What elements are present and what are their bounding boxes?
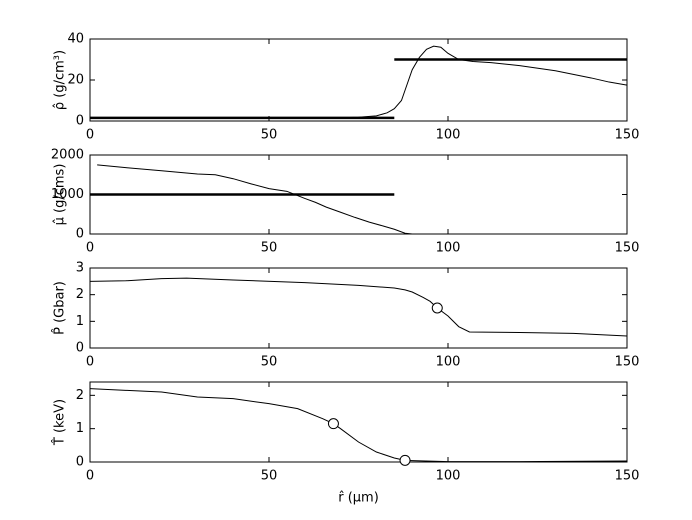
x-tick-label: 100	[436, 469, 461, 484]
y-tick-label: 1	[76, 421, 84, 436]
y-axis-label: ρ̂ (g/cm³)	[53, 50, 68, 110]
x-axis-label: r̂ (μm)	[338, 491, 379, 506]
plot-frame	[89, 381, 628, 463]
y-tick-label: 0	[76, 341, 84, 356]
x-tick-label: 50	[261, 128, 278, 143]
x-tick-label: 150	[615, 241, 640, 256]
y-tick-label: 2000	[51, 148, 84, 163]
y-tick-label: 0	[76, 227, 84, 242]
y-tick-label: 40	[67, 32, 84, 47]
y-axis-label: P̂ (Gbar)	[52, 281, 67, 335]
x-tick-label: 150	[615, 469, 640, 484]
marker	[327, 418, 339, 430]
y-axis-label: T̂ (keV)	[52, 399, 67, 446]
x-tick-label: 100	[436, 355, 461, 370]
y-tick-label: 2	[76, 287, 84, 302]
plot-frame	[89, 267, 628, 349]
data-line	[89, 388, 628, 463]
marker	[399, 454, 411, 466]
data-line	[89, 277, 628, 337]
plot-frame	[89, 38, 628, 122]
data-line	[90, 45, 628, 119]
x-tick-label: 150	[615, 128, 640, 143]
x-tick-label: 0	[86, 241, 94, 256]
x-tick-label: 0	[86, 355, 94, 370]
y-tick-label: 1000	[51, 187, 84, 202]
y-tick-label: 2	[76, 388, 84, 403]
x-tick-label: 50	[261, 241, 278, 256]
x-tick-label: 150	[615, 355, 640, 370]
y-tick-label: 1	[76, 314, 84, 329]
x-tick-label: 0	[86, 128, 94, 143]
y-tick-label: 20	[67, 73, 84, 88]
y-tick-label: 3	[76, 261, 84, 276]
data-line	[97, 164, 627, 235]
x-tick-label: 100	[436, 241, 461, 256]
y-axis-label: μ̂ (g/cms)	[53, 164, 68, 226]
x-tick-label: 50	[261, 469, 278, 484]
y-tick-label: 0	[76, 114, 84, 129]
x-tick-label: 50	[261, 355, 278, 370]
marker	[431, 302, 443, 314]
y-tick-label: 0	[76, 455, 84, 470]
x-tick-label: 0	[86, 469, 94, 484]
x-tick-label: 100	[436, 128, 461, 143]
